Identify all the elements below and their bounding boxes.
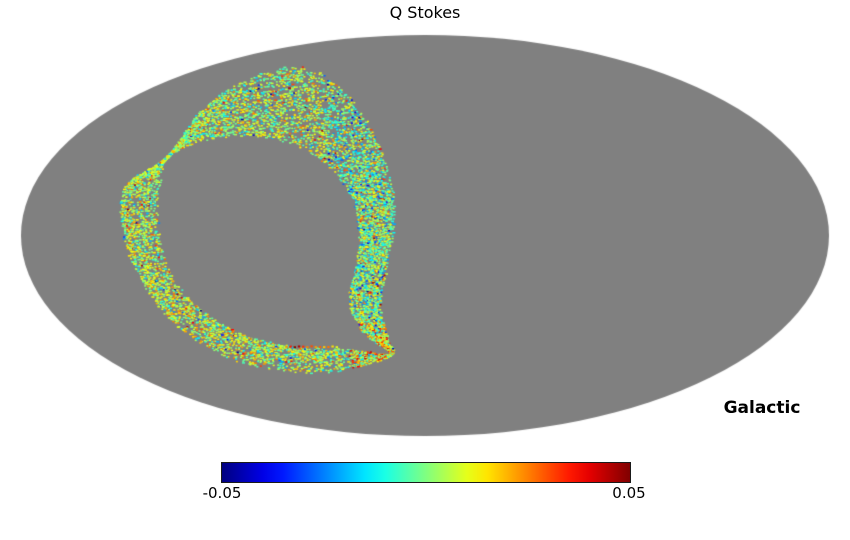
colorbar-max-label: 0.05 bbox=[612, 484, 646, 502]
coordinate-system-label: Galactic bbox=[723, 398, 801, 418]
colorbar bbox=[221, 462, 631, 483]
colorbar-min-label: -0.05 bbox=[202, 484, 242, 502]
